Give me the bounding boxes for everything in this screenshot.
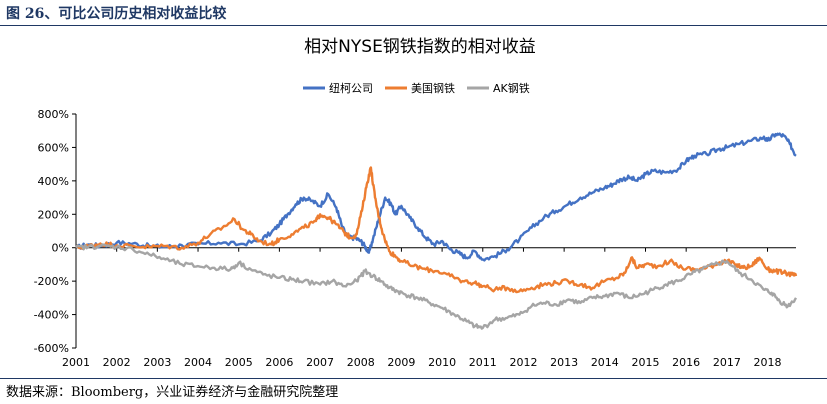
legend-label-0: 纽柯公司 bbox=[329, 81, 373, 95]
x-tick-label: 2009 bbox=[387, 356, 415, 369]
series-lines bbox=[75, 132, 798, 330]
x-tick-label: 2013 bbox=[550, 356, 578, 369]
x-tick-label: 2014 bbox=[591, 356, 619, 369]
x-tick-label: 2010 bbox=[428, 356, 456, 369]
x-tick-label: 2004 bbox=[184, 356, 212, 369]
x-tick-label: 2015 bbox=[631, 356, 659, 369]
caption-rule bbox=[0, 25, 827, 26]
y-tick-label: -400% bbox=[34, 309, 69, 322]
x-tick-label: 2005 bbox=[225, 356, 253, 369]
x-tick-label: 2008 bbox=[347, 356, 375, 369]
x-tick-label: 2002 bbox=[103, 356, 131, 369]
figure-caption-bar: 图 26、可比公司历史相对收益比较 bbox=[0, 0, 827, 26]
y-tick-label: 0% bbox=[52, 242, 69, 255]
y-tick-label: 200% bbox=[38, 208, 69, 221]
x-tick-label: 2018 bbox=[754, 356, 782, 369]
x-tick-label: 2003 bbox=[143, 356, 171, 369]
figure-caption: 图 26、可比公司历史相对收益比较 bbox=[6, 6, 227, 22]
series-line-2 bbox=[75, 243, 798, 330]
y-tick-label: 400% bbox=[38, 175, 69, 188]
x-tick-label: 2016 bbox=[672, 356, 700, 369]
y-tick-label: -600% bbox=[34, 342, 69, 355]
x-tick-label: 2012 bbox=[509, 356, 537, 369]
y-tick-label: -200% bbox=[34, 275, 69, 288]
x-tick-label: 2007 bbox=[306, 356, 334, 369]
y-tick-label: 800% bbox=[38, 108, 69, 121]
series-line-1 bbox=[75, 166, 798, 294]
y-tick-label: 600% bbox=[38, 141, 69, 154]
source-rule bbox=[0, 378, 827, 379]
x-tick-label: 2001 bbox=[62, 356, 90, 369]
legend-label-1: 美国钢铁 bbox=[411, 82, 455, 95]
chart-title: 相对NYSE钢铁指数的相对收益 bbox=[304, 37, 536, 57]
x-tick-label: 2006 bbox=[265, 356, 293, 369]
legend-label-2: AK钢铁 bbox=[493, 82, 530, 95]
relative-return-chart: 相对NYSE钢铁指数的相对收益 纽柯公司 美国钢铁 AK钢铁 800% 600% 400… bbox=[34, 37, 798, 369]
x-axis: 2001 2002 2003 2004 2005 2006 2007 2008 2009 2010… bbox=[62, 247, 796, 369]
x-tick-label: 2011 bbox=[469, 356, 497, 369]
figure-source: 数据来源：Bloomberg，兴业证券经济与金融研究院整理 bbox=[6, 385, 339, 400]
series-line-0 bbox=[75, 132, 797, 262]
y-axis: 800% 600% 400% 200% 0% -200% -400% -600% bbox=[34, 108, 77, 355]
x-tick-label: 2017 bbox=[713, 356, 741, 369]
chart-legend: 纽柯公司 美国钢铁 AK钢铁 bbox=[303, 81, 530, 95]
